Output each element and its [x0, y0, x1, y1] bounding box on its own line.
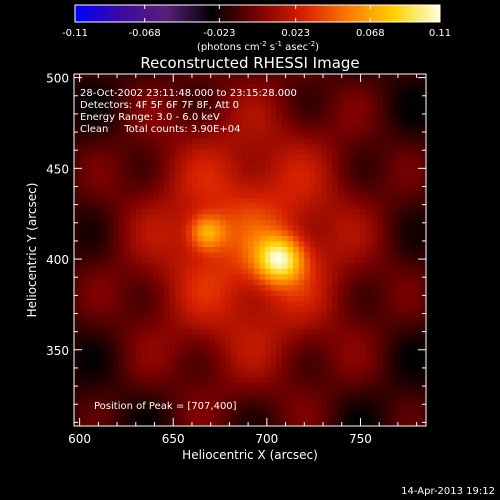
- colorbar-ticks: -0.11 -0.068 -0.023 0.023 0.068 0.11: [62, 5, 451, 39]
- annotation-clean-counts: Clean Total counts: 3.90E+04: [80, 124, 240, 135]
- peak-position-label: Position of Peak = [707,400]: [94, 401, 237, 412]
- footer-timestamp: 14-Apr-2013 19:12: [401, 486, 495, 497]
- colorbar-tick-label: -0.068: [129, 28, 161, 39]
- colorbar-tick-label: 0.068: [356, 28, 385, 39]
- colorbar: [74, 4, 441, 23]
- x-axis-label: Heliocentric X (arcsec): [182, 448, 318, 462]
- colorbar-tick-label: -0.023: [203, 28, 235, 39]
- x-tick-label: 750: [349, 432, 372, 446]
- colorbar-unit-label: (photons cm-2 s-1 asec-2): [197, 40, 319, 53]
- x-tick-label: 700: [255, 432, 278, 446]
- annotation-time-range: 28-Oct-2002 23:11:48.000 to 23:15:28.000: [80, 88, 297, 99]
- y-axis-label: Heliocentric Y (arcsec): [25, 183, 39, 318]
- annotation-detectors: Detectors: 4F 5F 6F 7F 8F, Att 0: [80, 100, 239, 111]
- y-tick-label: 500: [46, 72, 69, 86]
- x-tick-label: 600: [68, 432, 91, 446]
- chart-title: Reconstructed RHESSI Image: [140, 54, 359, 72]
- x-tick-label: 650: [162, 432, 185, 446]
- y-tick-label: 400: [46, 253, 69, 267]
- plot-frame: [73, 73, 427, 427]
- colorbar-tick-label: -0.11: [62, 28, 88, 39]
- colorbar-tick-label: 0.11: [429, 28, 451, 39]
- colorbar-tick-label: 0.023: [281, 28, 310, 39]
- y-tick-label: 350: [46, 344, 69, 358]
- heatmap-image: [74, 74, 426, 426]
- axis-ticks: 600 650 700 750 350 400 450 500: [46, 72, 426, 446]
- annotation-energy-range: Energy Range: 3.0 - 6.0 keV: [80, 112, 220, 123]
- y-tick-label: 450: [46, 162, 69, 176]
